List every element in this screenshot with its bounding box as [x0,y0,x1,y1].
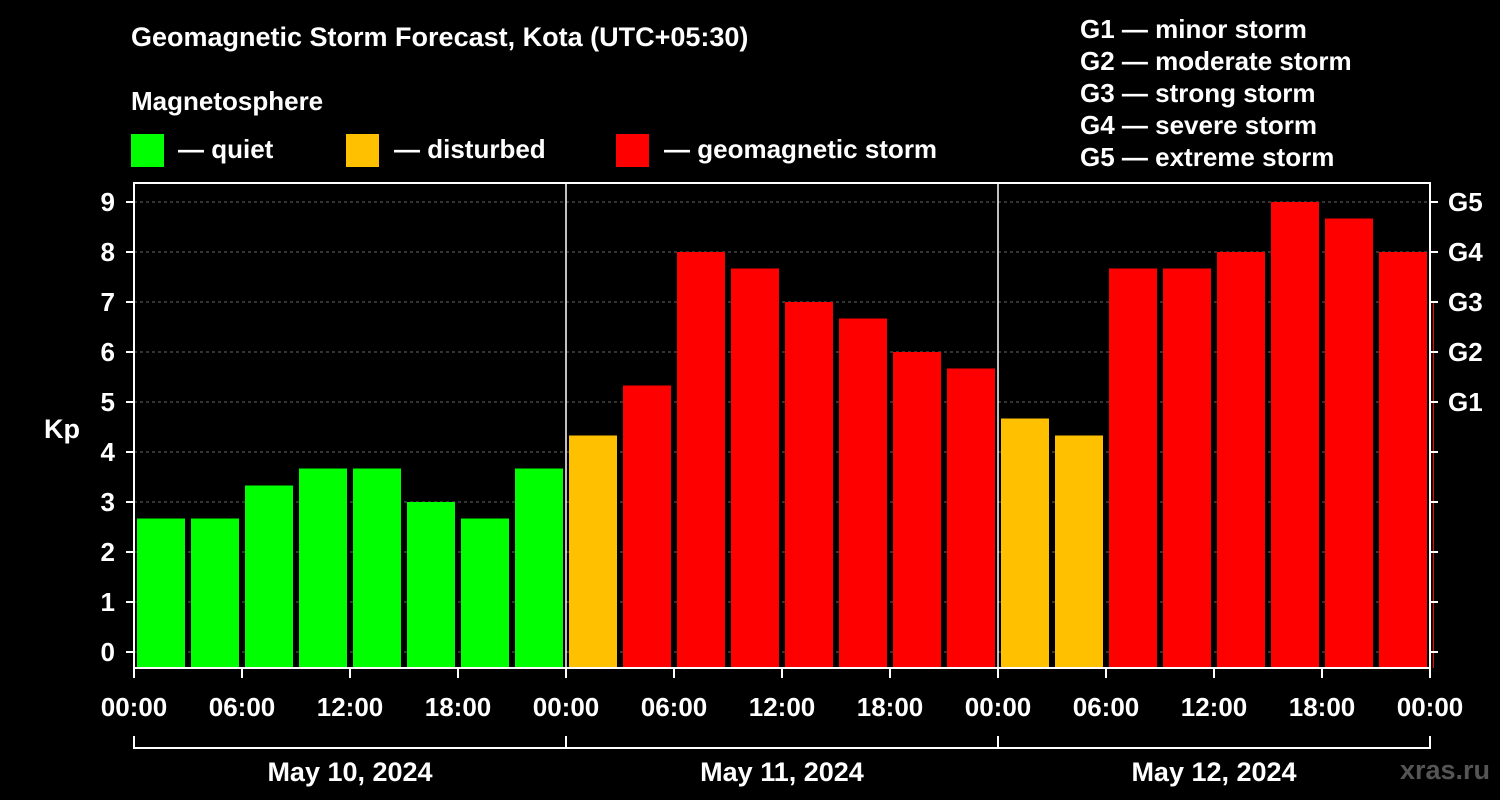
x-tick-label: 00:00 [101,692,168,722]
x-tick-label: 00:00 [965,692,1032,722]
legend-swatch-storm [616,134,649,167]
x-tick-label: 12:00 [1181,692,1248,722]
legend-label-disturbed: — disturbed [394,134,546,164]
bar-4 [353,468,401,668]
bar-13 [839,318,887,668]
chart-subtitle: Magnetosphere [131,86,324,116]
legend-swatch-disturbed [346,134,379,167]
storm-level-g2: G2 — moderate storm [1080,46,1352,76]
bar-9 [623,385,671,668]
bar-0 [137,518,185,668]
bar-21 [1271,202,1319,668]
bar-3 [299,468,347,668]
y-tick-label: 2 [101,537,115,567]
y-tick-label: 6 [101,337,115,367]
bar-23 [1379,252,1427,668]
bar-22 [1325,218,1373,668]
bar-6 [461,518,509,668]
bar-12 [785,302,833,668]
g-level-label-G4: G4 [1448,237,1483,267]
day-label-2: May 12, 2024 [1131,757,1296,787]
bar-19 [1163,268,1211,668]
y-axis-label: Kp [44,414,80,444]
x-tick-label: 06:00 [641,692,708,722]
bar-10 [677,252,725,668]
bar-5 [407,502,455,668]
bar-18 [1109,268,1157,668]
y-tick-label: 1 [101,587,115,617]
y-tick-label: 5 [101,387,115,417]
g-level-label-G5: G5 [1448,187,1483,217]
x-tick-label: 06:00 [209,692,276,722]
bar-20 [1217,252,1265,668]
bar-15 [947,368,995,668]
y-tick-label: 7 [101,287,115,317]
legend-swatch-quiet [131,134,164,167]
bar-11 [731,268,779,668]
y-tick-label: 9 [101,187,115,217]
legend-label-storm: — geomagnetic storm [664,134,938,164]
bar-17 [1055,435,1103,668]
day-label-1: May 11, 2024 [700,757,864,787]
day-label-0: May 10, 2024 [267,757,432,787]
y-tick-label: 0 [101,637,115,667]
watermark: xras.ru [1399,755,1490,785]
storm-level-g3: G3 — strong storm [1080,78,1316,108]
chart-title: Geomagnetic Storm Forecast, Kota (UTC+05… [131,22,749,52]
x-tick-label: 18:00 [857,692,924,722]
x-tick-label: 12:00 [317,692,384,722]
x-tick-label: 00:00 [533,692,600,722]
y-tick-label: 4 [101,437,116,467]
storm-level-g1: G1 — minor storm [1080,14,1307,44]
bar-1 [191,518,239,668]
g-level-label-G3: G3 [1448,287,1483,317]
storm-level-g4: G4 — severe storm [1080,110,1318,140]
legend-label-quiet: — quiet [178,134,274,164]
storm-level-g5: G5 — extreme storm [1080,142,1335,172]
x-tick-label: 06:00 [1073,692,1140,722]
x-tick-label: 18:00 [425,692,492,722]
x-tick-label: 00:00 [1397,692,1464,722]
x-tick-label: 12:00 [749,692,816,722]
g-level-label-G1: G1 [1448,387,1483,417]
bar-7 [515,468,563,668]
bar-24 [1433,302,1434,668]
y-tick-label: 3 [101,487,115,517]
x-tick-label: 18:00 [1289,692,1356,722]
g-level-label-G2: G2 [1448,337,1483,367]
bar-14 [893,352,941,668]
bar-2 [245,485,293,668]
bar-8 [569,435,617,668]
bar-16 [1001,418,1049,668]
y-tick-label: 8 [101,237,115,267]
